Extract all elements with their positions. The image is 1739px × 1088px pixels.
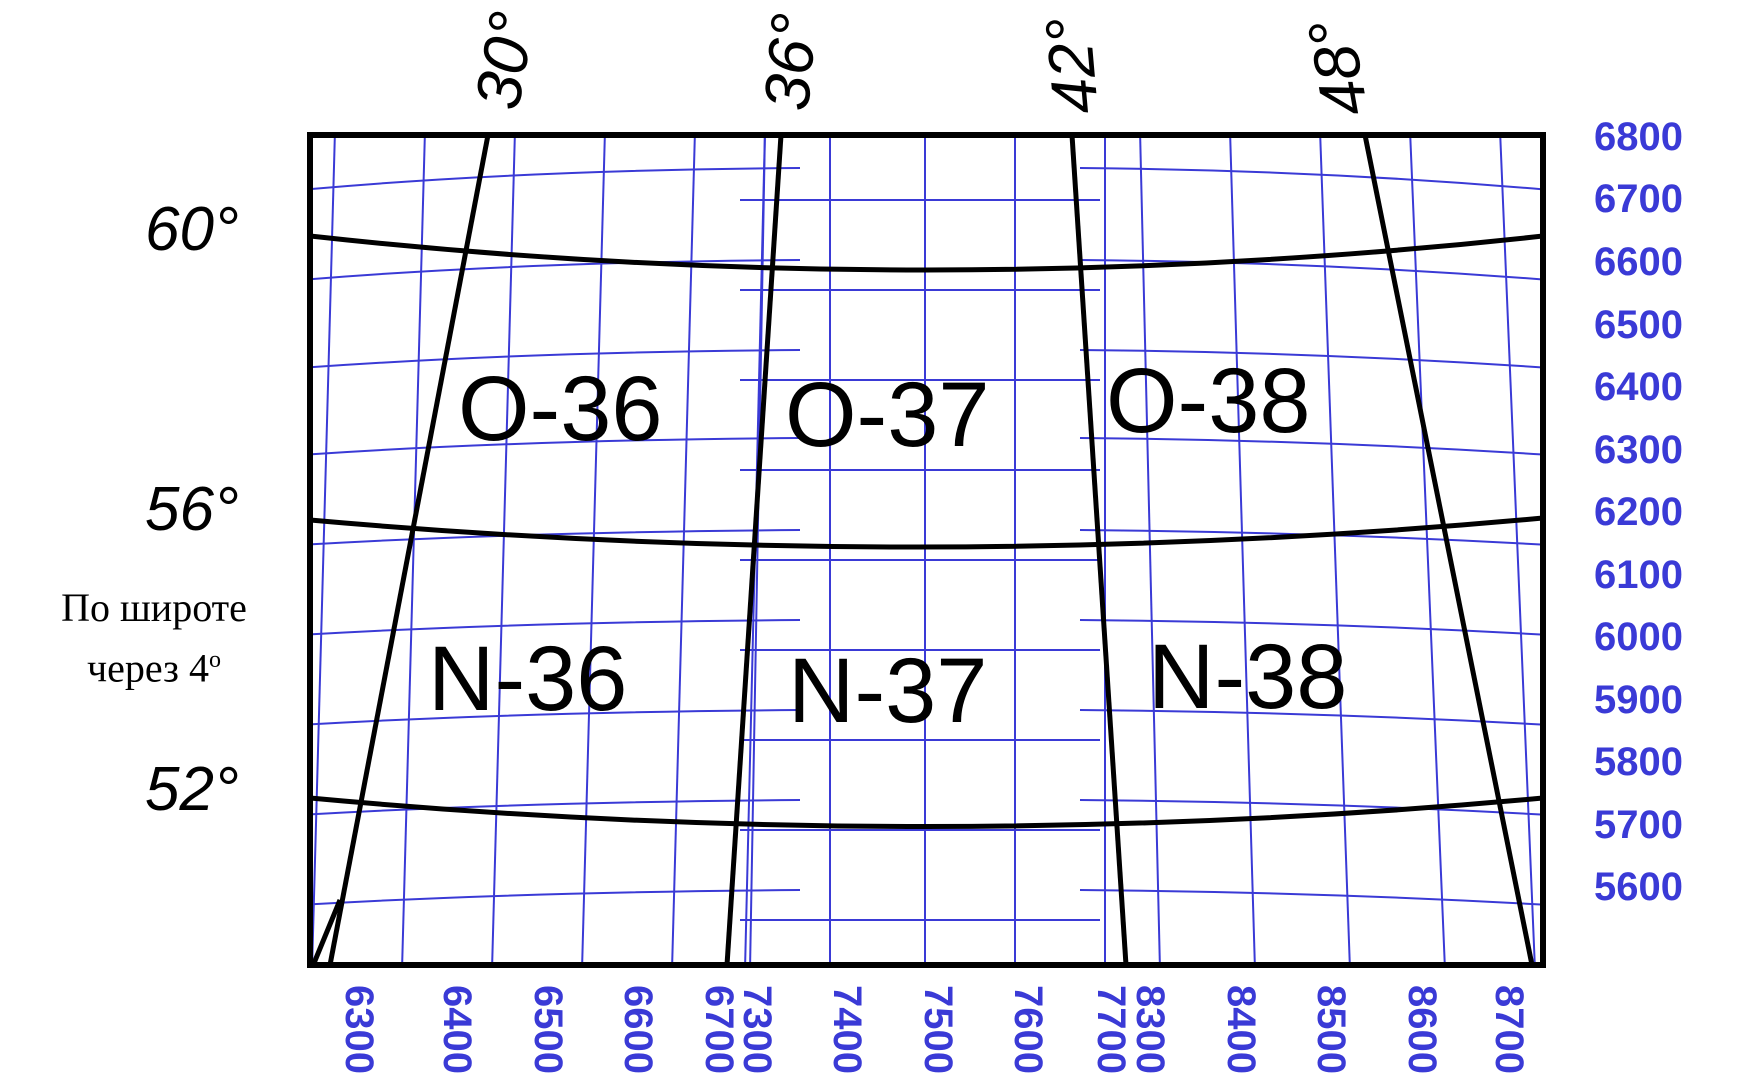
bottom-km-label: 8400 xyxy=(1219,985,1263,1074)
bottom-km-label: 8500 xyxy=(1309,985,1353,1074)
bottom-km-label: 8600 xyxy=(1400,985,1444,1074)
sheet-label-n-38: N-38 xyxy=(1148,626,1347,728)
right-km-label: 6200 xyxy=(1594,490,1683,534)
meridian-48 xyxy=(1362,135,1535,965)
parallel-label-52: 52° xyxy=(145,755,239,824)
bottom-km-label: 6500 xyxy=(526,985,570,1074)
right-km-label: 6000 xyxy=(1594,615,1683,659)
right-km-label: 6600 xyxy=(1594,240,1683,284)
sheet-label-n-37: N-37 xyxy=(788,640,987,742)
right-km-label: 6400 xyxy=(1594,365,1683,409)
right-km-labels: 6800 6700 6600 6500 6400 6300 6200 6100 … xyxy=(1594,115,1683,909)
meridian-label-30: 30° xyxy=(461,7,549,115)
grid-zone-37 xyxy=(740,135,1106,965)
parallel-56 xyxy=(310,515,1543,550)
sheet-labels: O-36 O-37 O-38 N-36 N-37 N-38 xyxy=(428,350,1347,742)
parallel-label-56: 56° xyxy=(145,475,239,544)
graticule xyxy=(310,135,1543,965)
meridian-42 xyxy=(1069,135,1129,965)
right-km-label: 5800 xyxy=(1594,740,1683,784)
right-km-label: 6300 xyxy=(1594,428,1683,472)
sheet-label-n-36: N-36 xyxy=(428,628,627,730)
meridian-label-48: 48° xyxy=(1294,14,1382,122)
parallel-labels: 60° 56° 52° xyxy=(145,195,239,824)
bottom-km-label: 8300 xyxy=(1128,985,1172,1074)
right-km-label: 5600 xyxy=(1594,865,1683,909)
bottom-km-label: 7400 xyxy=(825,985,869,1074)
right-km-label: 5700 xyxy=(1594,803,1683,847)
right-km-label: 6500 xyxy=(1594,303,1683,347)
map-frame xyxy=(307,132,1546,968)
bottom-km-label: 6300 xyxy=(337,985,381,1074)
right-km-label: 6700 xyxy=(1594,177,1683,221)
sheet-label-o-38: O-38 xyxy=(1106,350,1311,452)
meridian-30 xyxy=(327,135,491,965)
latitude-note: По широте через 4o xyxy=(4,582,304,694)
bottom-km-label: 6400 xyxy=(435,985,479,1074)
parallel-52 xyxy=(310,795,1543,829)
meridian-edge xyxy=(310,899,343,965)
latitude-note-line2: через 4o xyxy=(4,634,304,694)
meridian-36 xyxy=(724,135,784,965)
kilometre-grid xyxy=(310,135,1543,965)
bottom-km-label: 7700 xyxy=(1089,985,1133,1074)
meridian-labels: 30° 36° 42° 48° xyxy=(461,7,1382,122)
sheet-label-o-37: O-37 xyxy=(785,364,990,466)
bottom-km-label: 6700 xyxy=(697,985,741,1074)
bottom-km-label: 6600 xyxy=(616,985,660,1074)
right-km-label: 6800 xyxy=(1594,115,1683,159)
bottom-km-label: 7600 xyxy=(1006,985,1050,1074)
right-km-label: 6100 xyxy=(1594,553,1683,597)
right-km-label: 5900 xyxy=(1594,678,1683,722)
meridian-label-36: 36° xyxy=(750,11,830,114)
bottom-km-labels: 6300 6400 6500 6600 6700 7300 7400 7500 … xyxy=(337,985,1531,1074)
bottom-km-label: 7300 xyxy=(735,985,779,1074)
sheet-label-o-36: O-36 xyxy=(458,358,663,460)
bottom-km-label: 8700 xyxy=(1487,985,1531,1074)
latitude-note-text: через 4 xyxy=(87,645,209,691)
meridian-label-42: 42° xyxy=(1032,14,1112,117)
degree-mark: o xyxy=(208,647,221,673)
parallel-label-60: 60° xyxy=(145,195,239,264)
parallel-60 xyxy=(310,233,1543,273)
latitude-note-line1: По широте xyxy=(61,585,247,630)
bottom-km-label: 7500 xyxy=(916,985,960,1074)
